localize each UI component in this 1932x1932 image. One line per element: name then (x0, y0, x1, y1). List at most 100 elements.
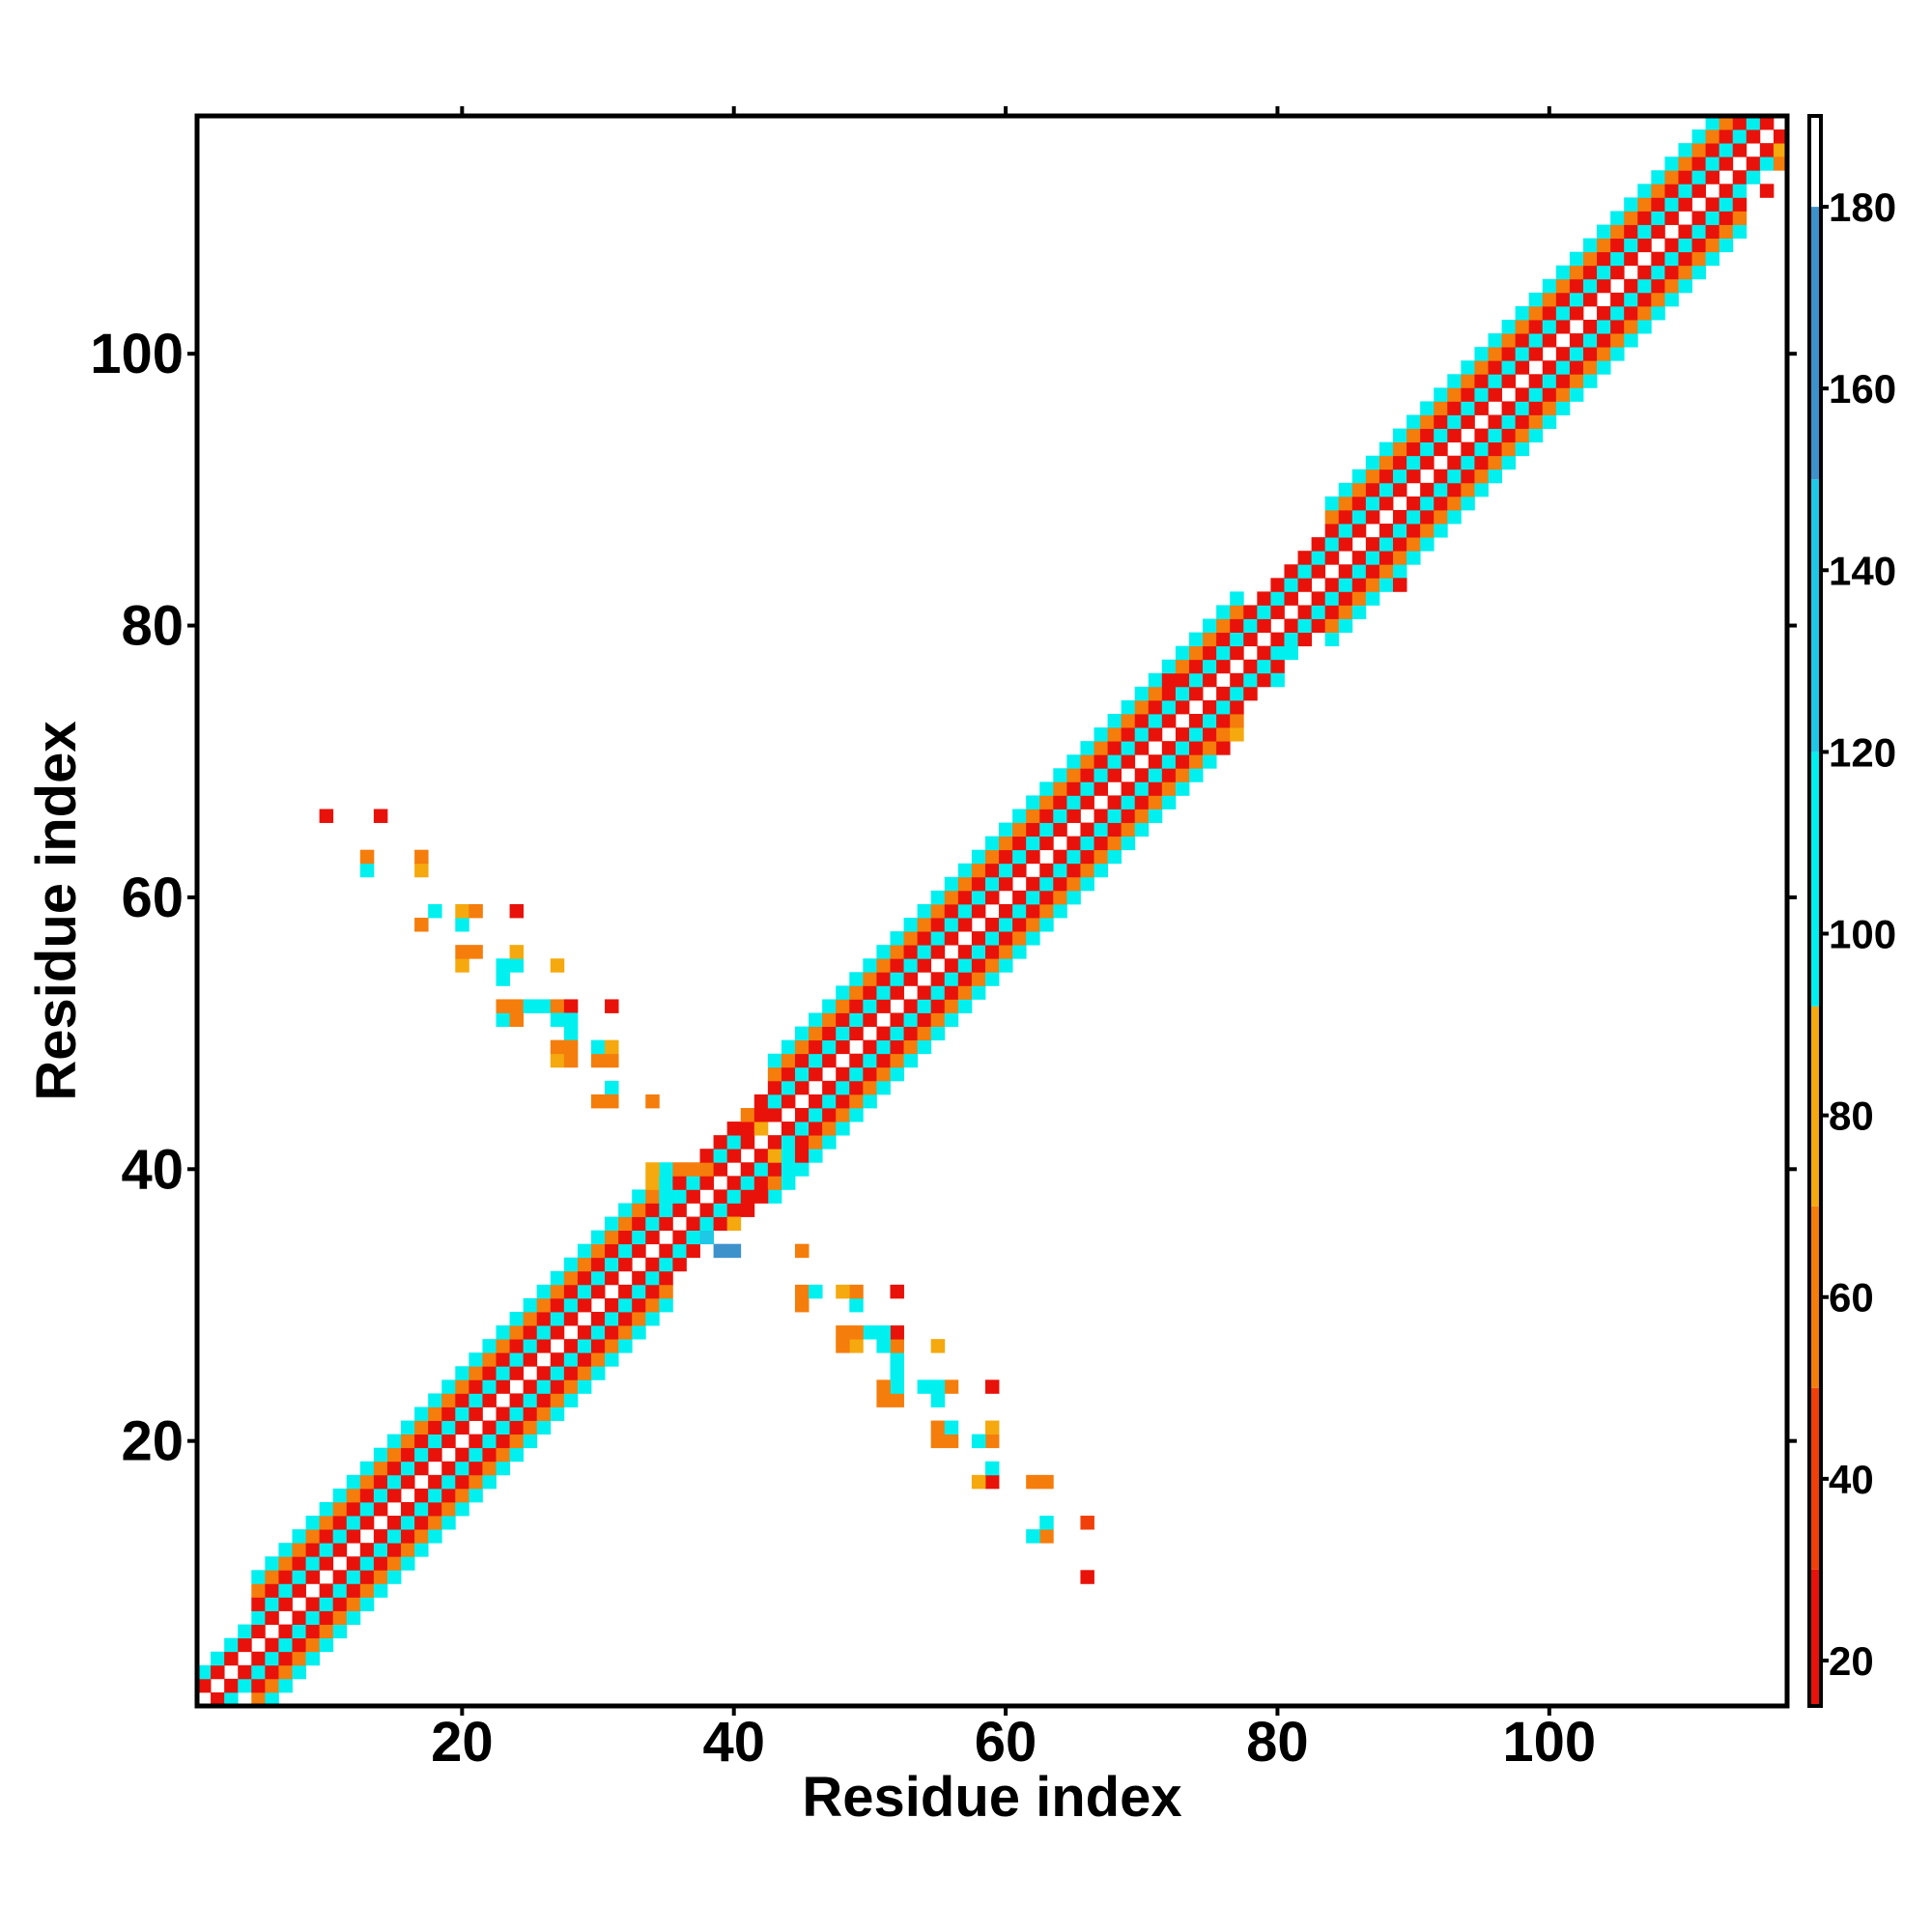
heatmap-cell (795, 1080, 810, 1095)
heatmap-cell (319, 1583, 334, 1598)
heatmap-cell (496, 958, 510, 973)
heatmap-cell (1637, 238, 1652, 253)
heatmap-cell (305, 1637, 321, 1653)
heatmap-cell (1691, 156, 1706, 171)
heatmap-cell (1216, 714, 1231, 728)
heatmap-cell (1515, 401, 1530, 415)
heatmap-cell (781, 1080, 796, 1095)
heatmap-cell (373, 1583, 388, 1598)
heatmap-cell (1719, 224, 1734, 240)
heatmap-cell (1053, 849, 1067, 865)
heatmap-cell (917, 999, 932, 1013)
heatmap-cell (1121, 836, 1136, 851)
heatmap-cell (876, 972, 891, 986)
heatmap-cell (1175, 659, 1190, 674)
heatmap-cell (1257, 591, 1271, 606)
heatmap-cell (441, 1434, 456, 1449)
heatmap-cell (890, 1039, 904, 1055)
heatmap-cell (999, 876, 1013, 892)
heatmap-cell (346, 1556, 361, 1571)
heatmap-cell (1678, 143, 1692, 157)
heatmap-cell (1026, 876, 1040, 892)
heatmap-cell (1597, 278, 1611, 294)
heatmap-cell (1365, 455, 1380, 470)
heatmap-cell (386, 1474, 402, 1490)
heatmap-cell (836, 1094, 850, 1109)
heatmap-cell (971, 945, 986, 959)
heatmap-cell (1161, 795, 1177, 810)
heatmap-cell (441, 1379, 456, 1394)
heatmap-cell (863, 1053, 877, 1068)
heatmap-cell (1678, 170, 1692, 185)
x-axis-label: Residue index (802, 1766, 1181, 1829)
heatmap-cell (496, 1461, 510, 1476)
heatmap-cell (1582, 360, 1598, 375)
heatmap-cell (984, 1474, 1000, 1490)
heatmap-cell (1216, 699, 1231, 715)
heatmap-cell (469, 1352, 483, 1367)
heatmap-cell (224, 1678, 239, 1693)
heatmap-cell (496, 1434, 510, 1449)
heatmap-cell (903, 931, 919, 946)
heatmap-cell (1664, 292, 1679, 307)
heatmap-cell (1678, 224, 1692, 240)
heatmap-cell (890, 1026, 904, 1041)
heatmap-cell (414, 1529, 429, 1544)
heatmap-cell (550, 1393, 565, 1407)
heatmap-cell (1447, 509, 1462, 525)
heatmap-cell (659, 1203, 673, 1217)
heatmap-cell (563, 1257, 579, 1272)
heatmap-cell (292, 1556, 306, 1571)
heatmap-cell (984, 931, 1000, 946)
heatmap-cell (1161, 699, 1177, 715)
heatmap-cell (1053, 863, 1067, 878)
heatmap-cell (726, 1135, 742, 1150)
heatmap-cell (740, 1189, 755, 1204)
heatmap-cell (849, 999, 864, 1013)
heatmap-cell (1434, 428, 1448, 443)
heatmap-cell (999, 836, 1013, 851)
heatmap-cell (890, 1366, 904, 1380)
heatmap-cell (496, 999, 510, 1013)
x-tick-label: 60 (975, 1711, 1037, 1774)
heatmap-cell (863, 972, 877, 986)
heatmap-cell (1474, 428, 1489, 443)
heatmap-cell (1066, 768, 1081, 782)
heatmap-cell (1270, 659, 1285, 674)
heatmap-cell (1461, 374, 1475, 388)
heatmap-cell (944, 958, 959, 973)
heatmap-cell (1026, 931, 1040, 946)
heatmap-cell (632, 1189, 646, 1204)
heatmap-cell (917, 931, 932, 946)
heatmap-cell (523, 1393, 538, 1407)
heatmap-cell (890, 958, 904, 973)
heatmap-cell (849, 1094, 864, 1109)
heatmap-cell (863, 1094, 877, 1109)
heatmap-cell (1230, 714, 1244, 728)
heatmap-cell (1094, 781, 1108, 796)
heatmap-cell (590, 1339, 606, 1353)
heatmap-cell (265, 1637, 279, 1653)
y-axis-ticks: 20 40 60 80 100 (90, 323, 1797, 1473)
heatmap-cell (849, 1297, 864, 1313)
heatmap-cell (455, 945, 469, 959)
heatmap-cell (1094, 836, 1108, 851)
heatmap-cell (890, 1393, 904, 1407)
heatmap-cell (1012, 809, 1027, 823)
heatmap-cell (863, 1012, 877, 1027)
heatmap-cell (903, 918, 919, 932)
colorbar-band (1809, 207, 1821, 480)
heatmap-cell (1406, 441, 1421, 457)
heatmap-cell (1134, 795, 1150, 810)
heatmap-cell (1066, 890, 1081, 905)
heatmap-cell (509, 1325, 525, 1340)
heatmap-cell (1732, 129, 1747, 144)
heatmap-cell (1188, 672, 1204, 688)
heatmap-cell (1053, 822, 1067, 838)
heatmap-cell (482, 1339, 497, 1353)
heatmap-cell (428, 1474, 442, 1490)
heatmap-cell (563, 1026, 579, 1041)
heatmap-cell (740, 1135, 755, 1150)
heatmap-cell (1691, 184, 1706, 198)
heatmap-cell (523, 999, 538, 1013)
